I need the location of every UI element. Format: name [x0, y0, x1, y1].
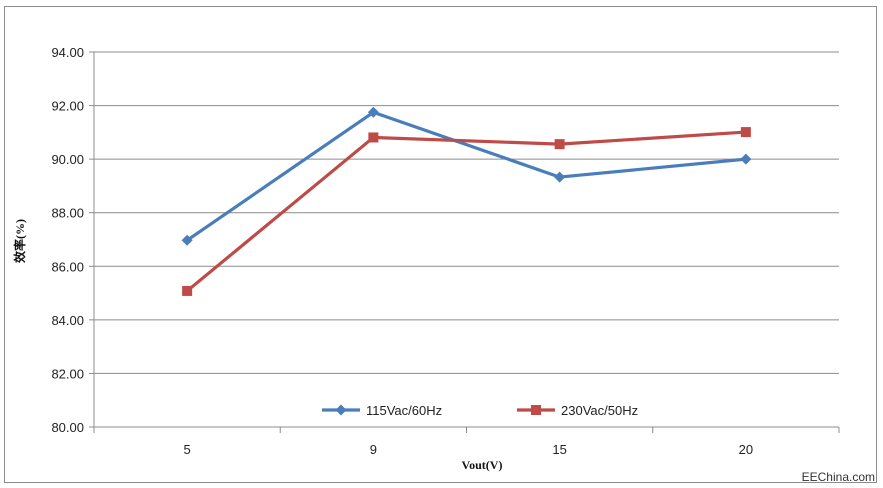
data-point: [554, 171, 566, 183]
y-tick-label: 94.00: [51, 45, 84, 60]
x-axis-title: Vout(V): [462, 458, 503, 472]
y-axis-title: 效率(%): [12, 219, 27, 263]
series-1: [181, 106, 752, 246]
y-axis-ticks: 80.00 82.00 84.00 86.00 88.00 90.00 92.00 94.00: [51, 45, 94, 435]
y-tick-label: 82.00: [51, 366, 84, 381]
x-tick-label: 15: [552, 442, 566, 457]
x-axis: 5 9 15 20: [93, 52, 840, 457]
legend-item-1: 115Vac/60Hz: [322, 403, 442, 418]
y-tick-label: 80.00: [51, 420, 84, 435]
legend-label: 115Vac/60Hz: [366, 403, 442, 418]
legend-label: 230Vac/50Hz: [561, 403, 638, 418]
legend-item-2: 230Vac/50Hz: [517, 403, 638, 418]
y-tick-label: 88.00: [51, 206, 84, 221]
y-tick-label: 90.00: [51, 152, 84, 167]
legend-marker: [335, 404, 347, 416]
y-tick-label: 92.00: [51, 99, 84, 114]
data-point: [367, 106, 379, 118]
x-tick-label: 9: [370, 442, 377, 457]
x-tick-label: 20: [739, 442, 753, 457]
gridlines: [94, 51, 839, 428]
data-point: [182, 285, 193, 296]
watermark-text: EEChina.com: [802, 470, 875, 484]
data-point: [740, 127, 751, 138]
data-point: [554, 139, 565, 150]
series-line: [185, 110, 748, 242]
data-point: [740, 153, 752, 165]
series-line: [185, 130, 748, 293]
x-tick-label: 5: [184, 442, 191, 457]
legend-marker: [531, 405, 541, 415]
data-point: [368, 132, 379, 143]
y-tick-label: 84.00: [51, 313, 84, 328]
chart-frame: [4, 6, 877, 483]
legend: 115Vac/60Hz 230Vac/50Hz: [322, 403, 638, 418]
series-2: [182, 127, 751, 296]
y-tick-label: 86.00: [51, 259, 84, 274]
series-layer: [181, 106, 752, 296]
data-point: [181, 234, 193, 246]
